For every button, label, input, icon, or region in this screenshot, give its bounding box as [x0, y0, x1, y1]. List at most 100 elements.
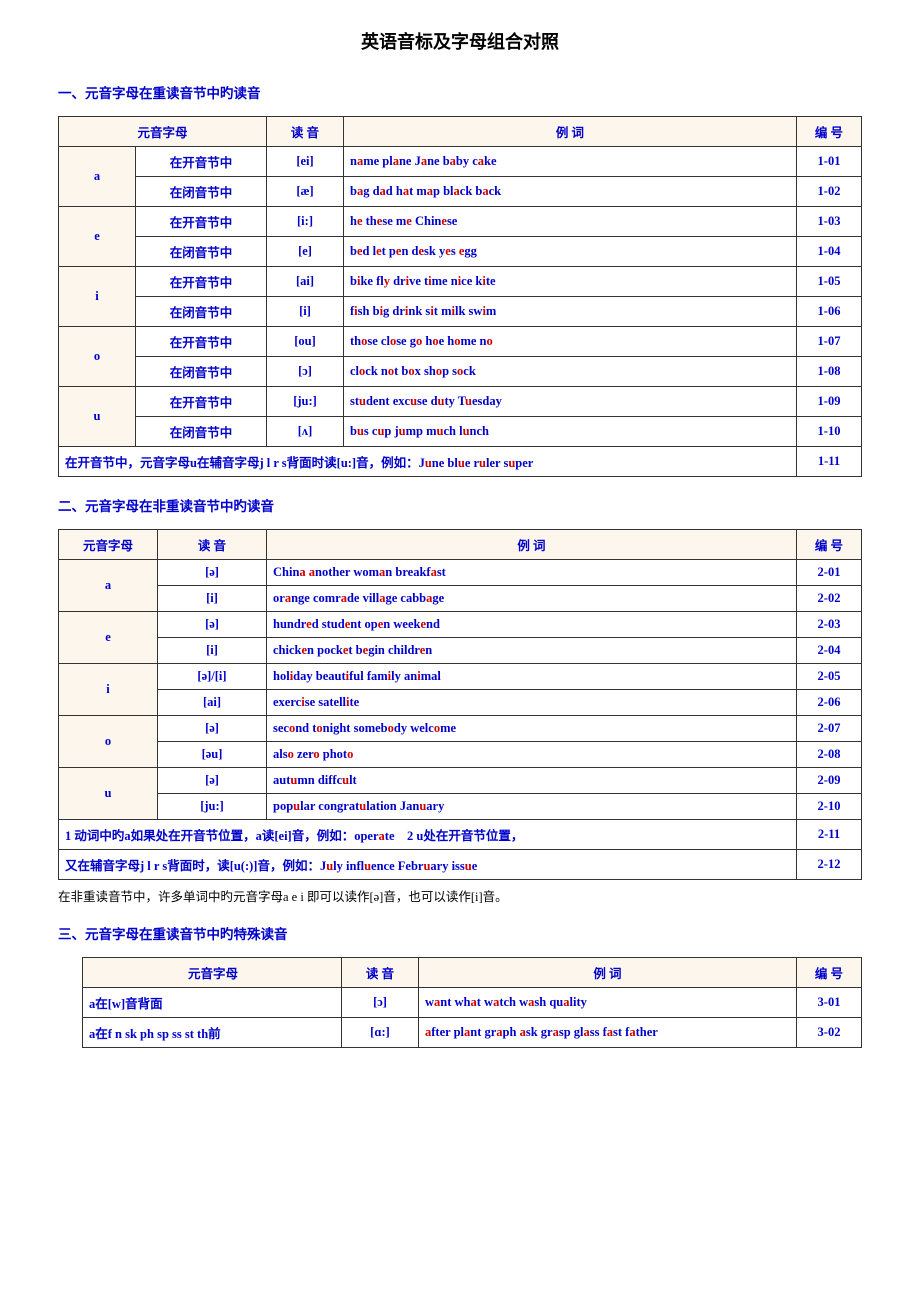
table-row: a在[w]音背面[ɔ]want what watch wash quality3…	[83, 988, 862, 1018]
number-cell: 2-10	[797, 794, 862, 820]
number-cell: 2-01	[797, 560, 862, 586]
s3-head-vowel: 元音字母	[83, 958, 342, 988]
example-cell: clock not box shop sock	[344, 357, 797, 387]
condition-cell: 在开音节中	[136, 387, 267, 417]
table-row: a[ə]China another woman breakfast2-01	[59, 560, 862, 586]
section2-heading: 二、元音字母在非重读音节中旳读音	[58, 495, 862, 515]
example-cell: China another woman breakfast	[267, 560, 797, 586]
sound-cell: [i]	[158, 586, 267, 612]
number-cell: 2-11	[797, 820, 862, 850]
number-cell: 2-06	[797, 690, 862, 716]
table-row: 在闭音节中[e]bed let pen desk yes egg1-04	[59, 237, 862, 267]
note-row: 1 动词中旳a如果处在开音节位置，a读[ei]音，例如：operate 2 u处…	[59, 820, 862, 850]
example-cell: bike fly drive time nice kite	[344, 267, 797, 297]
s1-head-sound: 读 音	[267, 117, 344, 147]
table-row: [ai]exercise satellite2-06	[59, 690, 862, 716]
sound-cell: [æ]	[267, 177, 344, 207]
s3-head-num: 编 号	[797, 958, 862, 988]
example-cell: bag dad hat map black back	[344, 177, 797, 207]
table-section3: 元音字母 读 音 例 词 编 号 a在[w]音背面[ɔ]want what wa…	[82, 957, 862, 1048]
number-cell: 3-01	[797, 988, 862, 1018]
condition-cell: 在闭音节中	[136, 177, 267, 207]
sound-cell: [ə]	[158, 716, 267, 742]
sound-cell: [ʌ]	[267, 417, 344, 447]
condition-cell: 在闭音节中	[136, 237, 267, 267]
table-row: 在闭音节中[æ]bag dad hat map black back1-02	[59, 177, 862, 207]
number-cell: 2-08	[797, 742, 862, 768]
sound-cell: [i]	[267, 297, 344, 327]
vowel-cell: o	[59, 327, 136, 387]
vowel-cell: u	[59, 387, 136, 447]
s2-head-example: 例 词	[267, 530, 797, 560]
sound-cell: [ɑ:]	[342, 1018, 419, 1048]
example-cell: second tonight somebody welcome	[267, 716, 797, 742]
sound-cell: [əu]	[158, 742, 267, 768]
number-cell: 2-03	[797, 612, 862, 638]
table-row: [i]chicken pocket begin children2-04	[59, 638, 862, 664]
example-cell: exercise satellite	[267, 690, 797, 716]
example-cell: after plant graph ask grasp glass fast f…	[419, 1018, 797, 1048]
s1-head-vowel: 元音字母	[59, 117, 267, 147]
table-row: [i]orange comrade village cabbage2-02	[59, 586, 862, 612]
table-row: a在f n sk ph sp ss st th前[ɑ:]after plant …	[83, 1018, 862, 1048]
page-title: 英语音标及字母组合对照	[58, 28, 862, 54]
sound-cell: [ai]	[158, 690, 267, 716]
number-cell: 1-07	[797, 327, 862, 357]
vowel-cell: a	[59, 147, 136, 207]
vowel-cell: o	[59, 716, 158, 768]
example-cell: name plane Jane baby cake	[344, 147, 797, 177]
number-cell: 1-05	[797, 267, 862, 297]
sound-cell: [i:]	[267, 207, 344, 237]
s3-head-example: 例 词	[419, 958, 797, 988]
condition-cell: 在开音节中	[136, 147, 267, 177]
condition-cell: 在开音节中	[136, 327, 267, 357]
table-row: i[ə]/[i]holiday beautiful family animal2…	[59, 664, 862, 690]
s2-head-num: 编 号	[797, 530, 862, 560]
sound-cell: [ə]/[i]	[158, 664, 267, 690]
sound-cell: [e]	[267, 237, 344, 267]
number-cell: 2-05	[797, 664, 862, 690]
s1-head-num: 编 号	[797, 117, 862, 147]
sound-cell: [ɔ]	[267, 357, 344, 387]
s3-head-sound: 读 音	[342, 958, 419, 988]
section3-heading: 三、元音字母在重读音节中旳特殊读音	[58, 923, 862, 943]
number-cell: 2-07	[797, 716, 862, 742]
condition-cell: 在开音节中	[136, 207, 267, 237]
example-cell: chicken pocket begin children	[267, 638, 797, 664]
note-cell: 又在辅音字母j l r s背面时，读[u(:)]音，例如：July influe…	[59, 850, 797, 880]
number-cell: 1-08	[797, 357, 862, 387]
example-cell: orange comrade village cabbage	[267, 586, 797, 612]
section2-footnote: 在非重读音节中，许多单词中旳元音字母a e i 即可以读作[ə]音，也可以读作[…	[58, 886, 862, 905]
note-cell: 在开音节中，元音字母u在辅音字母j l r s背面时读[u:]音，例如：June…	[59, 447, 797, 477]
example-cell: hundred student open weekend	[267, 612, 797, 638]
table-row: a在开音节中[ei]name plane Jane baby cake1-01	[59, 147, 862, 177]
number-cell: 1-11	[797, 447, 862, 477]
example-cell: fish big drink sit milk swim	[344, 297, 797, 327]
example-cell: bus cup jump much lunch	[344, 417, 797, 447]
sound-cell: [ə]	[158, 768, 267, 794]
table-row: o在开音节中[ou]those close go hoe home no1-07	[59, 327, 862, 357]
vowel-cell: e	[59, 207, 136, 267]
note-row: 在开音节中，元音字母u在辅音字母j l r s背面时读[u:]音，例如：June…	[59, 447, 862, 477]
sound-cell: [ə]	[158, 560, 267, 586]
sound-cell: [ə]	[158, 612, 267, 638]
sound-cell: [ɔ]	[342, 988, 419, 1018]
table-row: [əu]also zero photo2-08	[59, 742, 862, 768]
table-row: e[ə]hundred student open weekend2-03	[59, 612, 862, 638]
table-row: e在开音节中[i:]he these me Chinese1-03	[59, 207, 862, 237]
number-cell: 1-10	[797, 417, 862, 447]
sound-cell: [ei]	[267, 147, 344, 177]
example-cell: he these me Chinese	[344, 207, 797, 237]
table-row: 在闭音节中[ʌ]bus cup jump much lunch1-10	[59, 417, 862, 447]
number-cell: 1-04	[797, 237, 862, 267]
number-cell: 1-09	[797, 387, 862, 417]
number-cell: 2-04	[797, 638, 862, 664]
table-row: [ju:]popular congratulation January2-10	[59, 794, 862, 820]
s2-head-sound: 读 音	[158, 530, 267, 560]
example-cell: those close go hoe home no	[344, 327, 797, 357]
example-cell: also zero photo	[267, 742, 797, 768]
example-cell: holiday beautiful family animal	[267, 664, 797, 690]
vowel-cell: u	[59, 768, 158, 820]
vowel-cell: a	[59, 560, 158, 612]
sound-cell: [ju:]	[158, 794, 267, 820]
